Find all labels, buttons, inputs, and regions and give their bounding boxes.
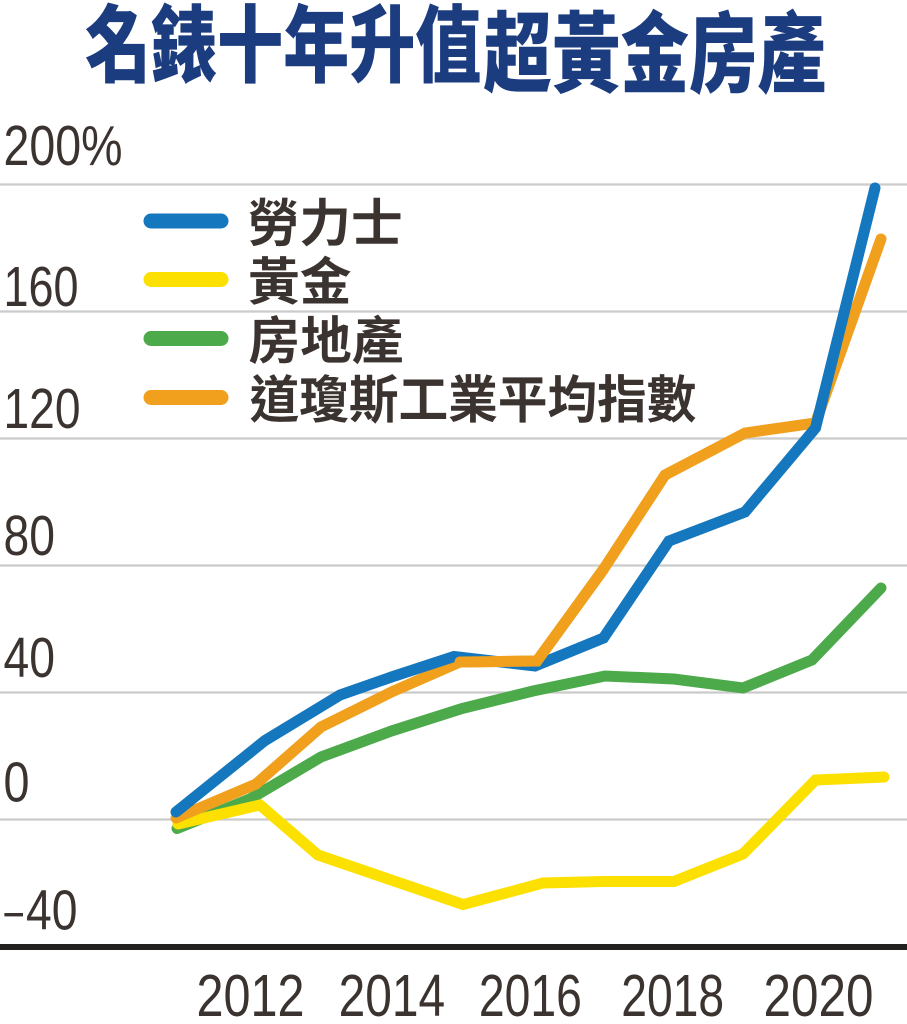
svg-text:160: 160 <box>4 255 79 319</box>
svg-text:0: 0 <box>4 751 30 815</box>
svg-text:40: 40 <box>26 879 78 943</box>
svg-text:120: 120 <box>4 377 81 441</box>
svg-text:2014: 2014 <box>339 963 446 1024</box>
svg-text:200%: 200% <box>4 114 123 178</box>
svg-text:40: 40 <box>4 626 56 690</box>
svg-text:2012: 2012 <box>197 963 305 1024</box>
svg-text:2020: 2020 <box>764 963 874 1024</box>
svg-text:80: 80 <box>4 504 56 568</box>
svg-text:2016: 2016 <box>479 963 582 1024</box>
svg-text:2018: 2018 <box>621 963 724 1024</box>
